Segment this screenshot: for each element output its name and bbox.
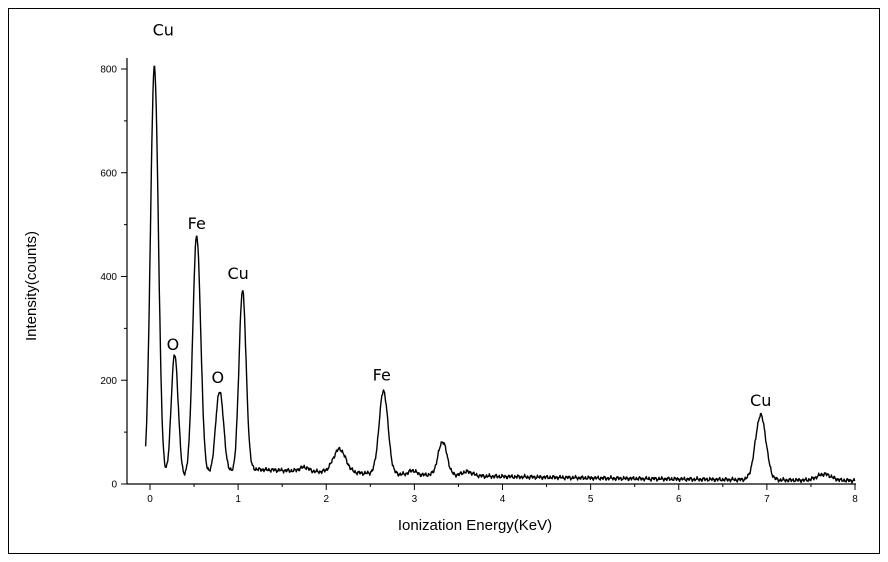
x-tick-label: 2 [323,494,329,505]
y-axis-label: Intensity(counts) [23,231,40,341]
peak-annotations: Cu O Fe O Cu Fe Cu [153,20,772,410]
peak-label-fe: Fe [373,365,391,384]
y-tick-label: 600 [100,168,117,179]
x-tick-label: 0 [147,494,153,505]
peak-label-fe: Fe [188,214,206,233]
x-tick-label: 3 [412,494,418,505]
peak-label-cu: Cu [750,391,771,410]
x-tick-label: 1 [235,494,241,505]
x-tick-label: 8 [852,494,858,505]
x-axis-label: Ionization Energy(KeV) [398,517,552,534]
x-tick-label: 6 [676,494,682,505]
tick-labels: 0 200 400 600 800 0 1 2 3 4 5 6 7 8 [100,65,858,506]
spectrum-line [144,65,856,484]
axes [126,58,856,485]
peak-label-o: O [167,335,180,354]
y-tick-label: 400 [100,272,117,283]
y-tick-label: 200 [100,376,117,387]
x-tick-label: 4 [500,494,506,505]
axis-ticks [121,68,856,490]
x-tick-label: 7 [764,494,770,505]
peak-label-cu: Cu [153,20,174,39]
y-tick-label: 0 [111,480,117,491]
x-tick-label: 5 [588,494,594,505]
peak-label-o: O [212,368,225,387]
figure-frame [8,8,880,554]
peak-label-cu: Cu [227,264,248,283]
y-tick-label: 800 [100,65,117,76]
